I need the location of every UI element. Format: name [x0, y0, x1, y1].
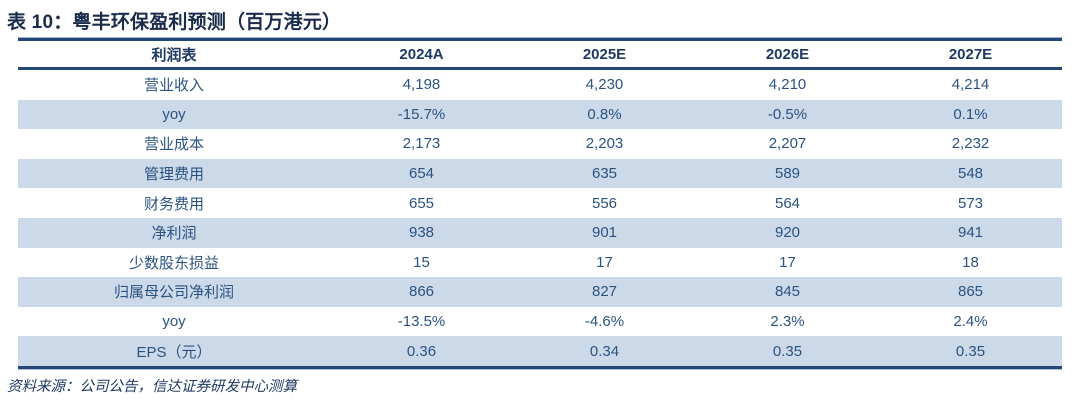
row-label: 管理费用 [18, 158, 330, 189]
header-row: 利润表 2024A 2025E 2026E 2027E [18, 38, 1062, 70]
table-row: 财务费用 655 556 564 573 [18, 188, 1062, 218]
value-cell: 2.4% [953, 313, 988, 331]
table-row: 管理费用 654 635 589 548 [18, 158, 1062, 189]
value-cell: -0.5% [696, 99, 879, 130]
value-cell: 0.36 [330, 336, 513, 369]
value-cell: 564 [774, 194, 801, 212]
table-row: 营业收入 4,198 4,230 4,210 4,214 [18, 70, 1062, 100]
value-cell: 901 [513, 217, 696, 248]
value-cell: -13.5% [397, 313, 446, 331]
value-cell: 589 [696, 158, 879, 189]
table-row: 净利润 938 901 920 941 [18, 217, 1062, 248]
value-cell: 845 [696, 277, 879, 307]
column-header: 2024A [330, 38, 513, 70]
column-header: 利润表 [18, 38, 330, 70]
value-cell: 635 [513, 158, 696, 189]
value-cell: 15 [413, 253, 430, 271]
column-header: 2025E [513, 38, 696, 70]
value-cell: 573 [957, 194, 984, 212]
value-cell: 18 [962, 253, 979, 271]
column-header: 2027E [879, 38, 1062, 70]
row-label: EPS（元） [18, 336, 330, 369]
table-row: 归属母公司净利润 866 827 845 865 [18, 277, 1062, 307]
value-cell: 556 [591, 194, 618, 212]
value-cell: 655 [408, 194, 435, 212]
value-cell: 866 [330, 277, 513, 307]
value-cell: 0.34 [513, 336, 696, 369]
row-label: 营业成本 [143, 136, 204, 154]
row-label: 少数股东损益 [128, 254, 219, 272]
value-cell: 4,230 [585, 76, 624, 94]
value-cell: 2,173 [402, 135, 441, 153]
column-header: 2026E [696, 38, 879, 70]
table-row: 营业成本 2,173 2,203 2,207 2,232 [18, 129, 1062, 159]
row-label: yoy [162, 313, 186, 331]
value-cell: 548 [879, 158, 1062, 189]
row-label: 营业收入 [143, 77, 204, 95]
table-row: 少数股东损益 15 17 17 18 [18, 248, 1062, 278]
row-label: 财务费用 [143, 195, 204, 213]
value-cell: 2,207 [768, 135, 807, 153]
value-cell: 0.8% [513, 99, 696, 130]
profit-forecast-table: 利润表 2024A 2025E 2026E 2027E 营业收入 4,198 4,230 4,… [18, 38, 1062, 369]
value-cell: 4,210 [768, 76, 807, 94]
value-cell: -4.6% [584, 313, 625, 331]
value-cell: 865 [879, 277, 1062, 307]
table-row: EPS（元） 0.36 0.34 0.35 0.35 [18, 336, 1062, 369]
row-label: yoy [18, 99, 330, 130]
value-cell: 4,214 [951, 76, 990, 94]
value-cell: 2.3% [770, 313, 805, 331]
value-cell: -15.7% [330, 99, 513, 130]
table-body: 营业收入 4,198 4,230 4,210 4,214 yoy -15.7% 0.8% -0.… [18, 70, 1062, 369]
row-label: 净利润 [18, 217, 330, 248]
row-label: 归属母公司净利润 [18, 277, 330, 307]
value-cell: 920 [696, 217, 879, 248]
value-cell: 0.35 [696, 336, 879, 369]
table-title: 表 10：粤丰环保盈利预测（百万港元） [7, 12, 342, 33]
table-row: yoy -13.5% -4.6% 2.3% 2.4% [18, 307, 1062, 337]
value-cell: 654 [330, 158, 513, 189]
value-cell: 4,198 [402, 76, 441, 94]
value-cell: 17 [779, 253, 796, 271]
value-cell: 941 [879, 217, 1062, 248]
value-cell: 2,203 [585, 135, 624, 153]
table-row: yoy -15.7% 0.8% -0.5% 0.1% [18, 99, 1062, 130]
value-cell: 0.35 [879, 336, 1062, 369]
value-cell: 938 [330, 217, 513, 248]
value-cell: 17 [596, 253, 613, 271]
value-cell: 827 [513, 277, 696, 307]
value-cell: 2,232 [951, 135, 990, 153]
source-note: 资料来源：公司公告，信达证券研发中心测算 [7, 379, 297, 395]
value-cell: 0.1% [879, 99, 1062, 130]
